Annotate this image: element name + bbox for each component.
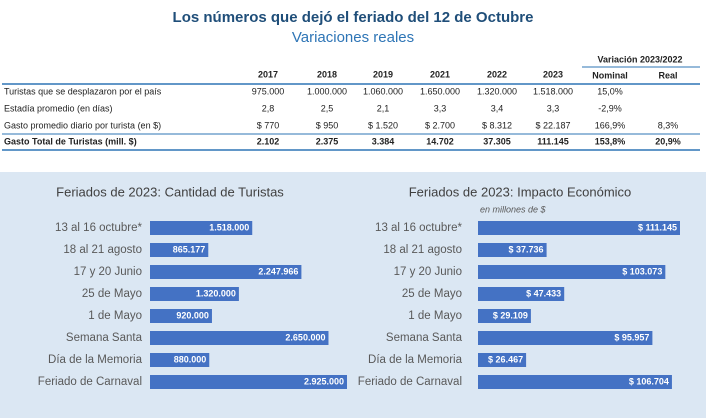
cell: $ 22.187 bbox=[535, 120, 570, 130]
bar bbox=[150, 353, 210, 367]
chart-subtitle: en millones de $ bbox=[480, 204, 547, 214]
category-label: Día de la Memoria bbox=[48, 354, 143, 366]
column-header: 2022 bbox=[487, 69, 507, 79]
cell: 14.702 bbox=[426, 136, 454, 146]
value-label: 920.000 bbox=[176, 310, 209, 320]
column-header: 2019 bbox=[373, 69, 393, 79]
row-label: Estadía promedio (en días) bbox=[4, 103, 113, 113]
cell: -2,9% bbox=[598, 103, 622, 113]
bar bbox=[478, 243, 547, 257]
cell: 1.060.000 bbox=[363, 86, 403, 96]
column-header: 2023 bbox=[543, 69, 563, 79]
chart-title: Feriados de 2023: Cantidad de Turistas bbox=[56, 184, 284, 199]
value-label: 2.247.966 bbox=[258, 266, 298, 276]
cell: $ 1.520 bbox=[368, 120, 398, 130]
category-label: 18 al 21 agosto bbox=[63, 244, 142, 256]
group-header: Variación 2023/2022 bbox=[597, 54, 682, 64]
bar bbox=[478, 287, 565, 301]
cell: 111.145 bbox=[537, 136, 569, 146]
cell: 3.384 bbox=[372, 136, 395, 146]
bar bbox=[478, 331, 653, 345]
value-label: 2.650.000 bbox=[285, 332, 325, 342]
cell: 3,3 bbox=[547, 103, 560, 113]
category-label: Feriado de Carnaval bbox=[358, 376, 462, 388]
cell: $ 2.700 bbox=[425, 120, 455, 130]
category-label: 1 de Mayo bbox=[88, 310, 142, 322]
cell: $ 950 bbox=[316, 120, 339, 130]
bar bbox=[478, 309, 531, 323]
value-label: $ 111.145 bbox=[638, 222, 677, 232]
column-header: 2021 bbox=[430, 69, 450, 79]
bar bbox=[478, 375, 672, 389]
chart-title: Feriados de 2023: Impacto Económico bbox=[409, 184, 632, 199]
cell: 37.305 bbox=[483, 136, 511, 146]
cell: 3,4 bbox=[491, 103, 504, 113]
bar bbox=[150, 265, 302, 279]
cell: $ 770 bbox=[257, 120, 280, 130]
value-label: 2.925.000 bbox=[304, 376, 344, 386]
value-label: 1.320.000 bbox=[196, 288, 236, 298]
cell: 3,3 bbox=[434, 103, 447, 113]
category-label: Semana Santa bbox=[66, 332, 143, 344]
cell: 2.375 bbox=[316, 136, 339, 146]
category-label: 25 de Mayo bbox=[82, 288, 142, 300]
value-label: $ 29.109 bbox=[493, 310, 528, 320]
bar bbox=[150, 309, 212, 323]
bar bbox=[150, 331, 329, 345]
value-label: $ 47.433 bbox=[526, 288, 561, 298]
column-header: 2018 bbox=[317, 69, 337, 79]
value-label: $ 103.073 bbox=[622, 266, 662, 276]
value-label: $ 37.736 bbox=[509, 244, 544, 254]
value-label: 880.000 bbox=[174, 354, 207, 364]
row-label: Turistas que se desplazaron por el país bbox=[4, 86, 162, 96]
cell: 2.102 bbox=[257, 136, 280, 146]
category-label: 1 de Mayo bbox=[408, 310, 462, 322]
category-label: 18 al 21 agosto bbox=[383, 244, 462, 256]
cell: 2,8 bbox=[262, 103, 275, 113]
category-label: 13 al 16 octubre* bbox=[375, 222, 462, 234]
cell: 1.000.000 bbox=[307, 86, 347, 96]
cell: 20,9% bbox=[655, 136, 681, 146]
category-label: 17 y 20 Junio bbox=[394, 266, 462, 278]
cell: 1.320.000 bbox=[477, 86, 517, 96]
bar bbox=[478, 353, 527, 367]
bar bbox=[150, 287, 239, 301]
value-label: 1.518.000 bbox=[209, 222, 249, 232]
bar bbox=[150, 243, 209, 257]
bar bbox=[150, 375, 347, 389]
cell: 975.000 bbox=[252, 86, 285, 96]
category-label: Feriado de Carnaval bbox=[38, 376, 142, 388]
cell: 2,1 bbox=[377, 103, 390, 113]
value-label: $ 95.957 bbox=[614, 332, 649, 342]
category-label: Día de la Memoria bbox=[368, 354, 463, 366]
row-label: Gasto Total de Turistas (mill. $) bbox=[4, 136, 137, 146]
page-subtitle: Variaciones reales bbox=[292, 29, 414, 46]
category-label: 13 al 16 octubre* bbox=[55, 222, 142, 234]
bar bbox=[150, 221, 253, 235]
column-header: Nominal bbox=[592, 70, 628, 80]
value-label: $ 106.704 bbox=[629, 376, 669, 386]
bar bbox=[478, 221, 680, 235]
page-title: Los números que dejó el feriado del 12 d… bbox=[173, 9, 534, 26]
value-label: 865.177 bbox=[173, 244, 206, 254]
row-label: Gasto promedio diario por turista (en $) bbox=[4, 120, 161, 130]
cell: 15,0% bbox=[597, 86, 623, 96]
value-label: $ 26.467 bbox=[488, 354, 523, 364]
cell: 8,3% bbox=[658, 120, 679, 130]
column-header: Real bbox=[658, 70, 677, 80]
cell: 1.518.000 bbox=[533, 86, 573, 96]
category-label: 17 y 20 Junio bbox=[74, 266, 142, 278]
category-label: Semana Santa bbox=[386, 332, 463, 344]
column-header: 2017 bbox=[258, 69, 278, 79]
cell: 166,9% bbox=[595, 120, 626, 130]
category-label: 25 de Mayo bbox=[402, 288, 462, 300]
bar bbox=[478, 265, 666, 279]
cell: 153,8% bbox=[595, 136, 626, 146]
cell: 2,5 bbox=[321, 103, 334, 113]
cell: 1.650.000 bbox=[420, 86, 460, 96]
cell: $ 8.312 bbox=[482, 120, 512, 130]
